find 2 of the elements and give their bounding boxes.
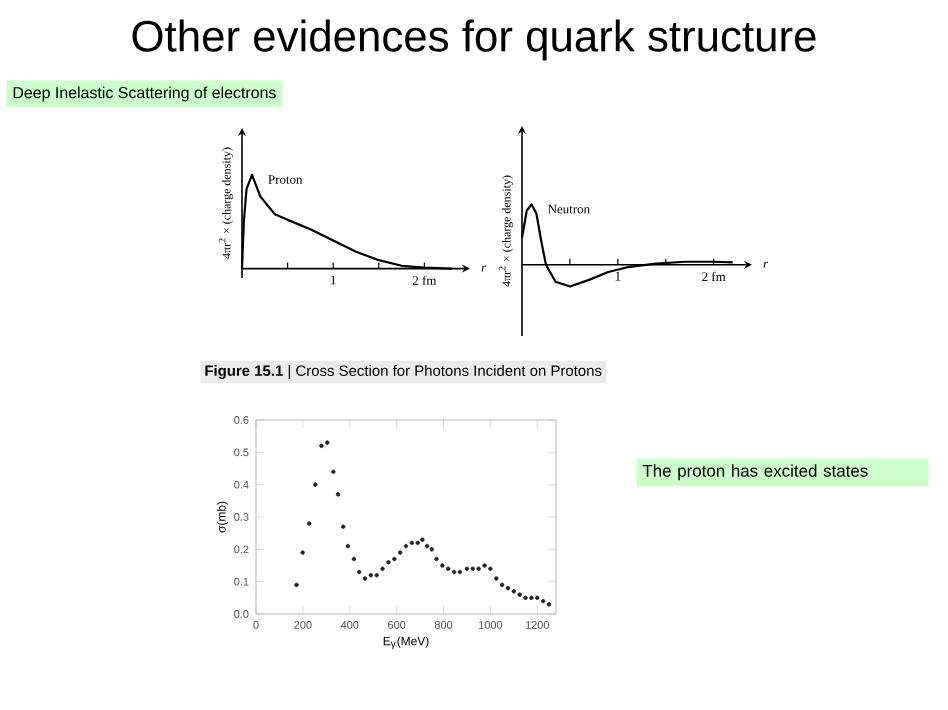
text: The proton has excited states	[642, 464, 868, 481]
chart-title: Other evidences for quark structure	[132, 19, 816, 61]
